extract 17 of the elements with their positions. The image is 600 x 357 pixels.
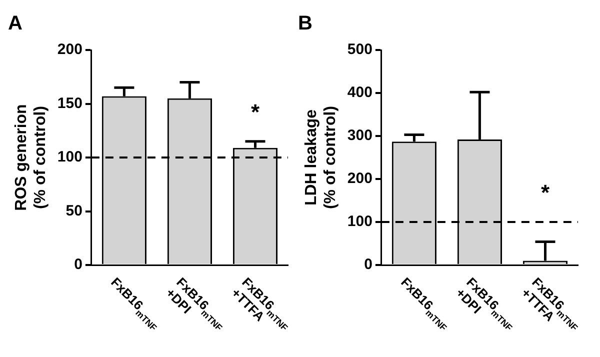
y-tick-label: 300 (347, 127, 372, 144)
y-axis-title: LDH leakage (% of control) (303, 106, 340, 210)
y-tick-label: 0 (364, 256, 372, 274)
y-tick-label: 0 (74, 256, 82, 274)
y-tick-label: 100 (57, 148, 82, 166)
y-tick-label: 50 (66, 202, 82, 220)
y-tick-label: 200 (347, 170, 372, 188)
y-tick-label: 150 (57, 94, 82, 112)
chart-title: B (298, 12, 312, 35)
y-tick-label: 100 (347, 213, 372, 230)
chart-title: A (8, 12, 22, 35)
y-tick-label: 500 (347, 41, 372, 58)
y-axis-title: ROS generion (% of control) (13, 104, 50, 211)
y-tick-label: 400 (347, 84, 372, 102)
y-tick-label: 200 (57, 41, 82, 58)
annotation: * (540, 180, 550, 206)
annotation: * (250, 99, 260, 124)
